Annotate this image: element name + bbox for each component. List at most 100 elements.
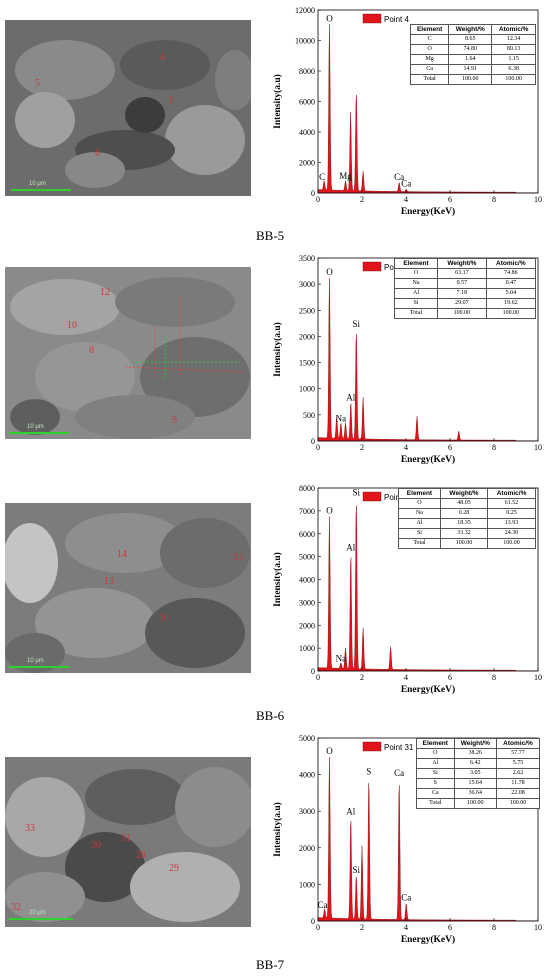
sem-image-3: 14 13 16 15 10 μm xyxy=(5,503,251,673)
table-cell: 2.62 xyxy=(495,768,541,779)
eds-chart-1: 0 2 4 6 8 10 0 2000 4000 6000 8000 10000 12000 Energy… xyxy=(268,0,550,228)
composition-table: Element Weight/% Atomic/% O 63.17 74.86 Na 0.57… xyxy=(393,258,537,319)
peak-label: Si xyxy=(353,865,361,875)
y-tick-label: 2500 xyxy=(299,306,315,315)
table-cell: O xyxy=(398,498,441,509)
y-tick-label: 4000 xyxy=(299,771,315,780)
table-cell: Al xyxy=(416,758,455,769)
legend-label: Point 31 xyxy=(384,743,414,752)
y-tick-label: 0 xyxy=(311,917,315,926)
table-cell: 0.28 xyxy=(439,508,489,519)
sem-texture-4 xyxy=(5,757,251,927)
sem-point-label: 3 xyxy=(168,95,173,106)
table-cell: Si xyxy=(416,768,455,779)
x-tick-label: 4 xyxy=(404,443,408,452)
table-header-cell: Element xyxy=(398,488,441,499)
composition-table: Element Weight/% Atomic/% C 8.65 12.34 O 74.80 8… xyxy=(409,24,536,85)
table-cell: Na xyxy=(398,508,441,519)
sem-point-label: 8 xyxy=(89,345,94,356)
table-header-cell: Weight/% xyxy=(448,24,493,35)
table-cell: 36.64 xyxy=(453,788,497,799)
table-row: Si 3.05 2.62 xyxy=(416,768,541,779)
eds-chart-svg: 0 2 4 6 8 10 0 2000 4000 6000 8000 10000 12000 Energy… xyxy=(272,6,542,217)
table-cell: Total xyxy=(416,798,455,809)
y-tick-label: 8000 xyxy=(299,484,315,493)
sem-point-label: 10 xyxy=(67,320,77,331)
y-tick-label: 7000 xyxy=(299,507,315,516)
table-row: O 38.26 57.77 xyxy=(416,748,541,759)
table-cell: Total xyxy=(393,308,439,319)
table-header-cell: Atomic/% xyxy=(491,24,536,35)
table-row: S 15.64 11.78 xyxy=(416,778,541,789)
sem-point-label: 13 xyxy=(104,576,114,587)
sem-point-label: 4 xyxy=(160,52,165,63)
spectrum-area xyxy=(317,277,539,442)
table-row: Total 100.00 100.00 xyxy=(416,798,541,809)
x-tick-label: 10 xyxy=(534,673,542,682)
spectrum-area xyxy=(317,24,539,194)
y-tick-label: 6000 xyxy=(299,530,315,539)
peak-label: Ca xyxy=(401,893,411,903)
table-cell: 100.00 xyxy=(487,538,536,549)
x-axis-label: Energy(KeV) xyxy=(401,206,455,217)
y-tick-label: 1000 xyxy=(299,644,315,653)
composition-table: Element Weight/% Atomic/% O 38.26 57.77 Al 6.42… xyxy=(416,738,541,809)
table-cell: Ca xyxy=(409,64,450,75)
table-header-cell: Atomic/% xyxy=(495,738,541,749)
peak-label: Al xyxy=(346,392,355,402)
table-cell: 8.65 xyxy=(448,34,493,45)
x-tick-label: 0 xyxy=(316,673,320,682)
panel-caption: BB-7 xyxy=(256,957,285,972)
y-tick-label: 0 xyxy=(311,189,315,198)
table-row: Si 29.07 19.62 xyxy=(393,298,537,309)
sem-point-label: 12 xyxy=(100,287,110,298)
eds-chart-svg: 0 2 4 6 8 10 0 1000 2000 3000 4000 5000 6000 7000 8000… xyxy=(272,484,542,695)
x-tick-label: 6 xyxy=(448,923,452,932)
scale-label: 20 μm xyxy=(29,910,46,916)
table-cell: Na xyxy=(393,278,439,289)
x-tick-label: 6 xyxy=(448,673,452,682)
table-cell: 0.25 xyxy=(487,508,536,519)
table-cell: Total xyxy=(398,538,441,549)
table-cell: 7.18 xyxy=(437,288,487,299)
x-tick-label: 0 xyxy=(316,195,320,204)
x-tick-label: 8 xyxy=(492,443,496,452)
table-cell: 38.26 xyxy=(453,748,497,759)
legend-label: Point 4 xyxy=(384,15,409,24)
table-cell: 0.57 xyxy=(437,278,487,289)
sem-point-label: 15 xyxy=(233,552,243,563)
y-axis-label: Intensity(a.u) xyxy=(272,322,283,377)
y-tick-label: 10000 xyxy=(295,37,315,46)
legend-swatch xyxy=(362,261,382,272)
y-tick-label: 0 xyxy=(311,667,315,676)
x-tick-label: 8 xyxy=(492,923,496,932)
peak-label: S xyxy=(366,766,371,776)
table-row: Si 33.32 24.30 xyxy=(398,528,536,539)
table-cell: Mg xyxy=(409,54,450,65)
table-cell: 19.62 xyxy=(485,298,537,309)
scale-label: 10 μm xyxy=(27,658,44,664)
panel-caption: BB-5 xyxy=(256,228,285,243)
sem-point-label: 31 xyxy=(121,833,131,844)
table-cell: 11.78 xyxy=(495,778,541,789)
table-cell: 1.15 xyxy=(491,54,536,65)
table-cell: 100.00 xyxy=(453,798,497,809)
x-tick-label: 2 xyxy=(360,923,364,932)
table-cell: O xyxy=(409,44,450,55)
peak-label: Ca xyxy=(394,768,404,778)
sem-image-1: 4 5 3 6 10 μm xyxy=(5,20,251,196)
measurement-lines xyxy=(124,297,246,379)
table-cell: 48.05 xyxy=(439,498,489,509)
table-cell: 33.32 xyxy=(439,528,489,539)
table-cell: Ca xyxy=(416,788,455,799)
sem-point-label: 30 xyxy=(91,840,101,851)
table-cell: 22.08 xyxy=(495,788,541,799)
table-row: Na 0.28 0.25 xyxy=(398,508,536,519)
table-cell: 5.04 xyxy=(485,288,537,299)
y-tick-label: 5000 xyxy=(299,553,315,562)
table-header-cell: Element xyxy=(393,258,439,269)
peak-label: Al xyxy=(346,542,355,552)
x-tick-label: 10 xyxy=(534,195,542,204)
table-header-cell: Weight/% xyxy=(437,258,487,269)
peak-label: O xyxy=(326,267,333,277)
